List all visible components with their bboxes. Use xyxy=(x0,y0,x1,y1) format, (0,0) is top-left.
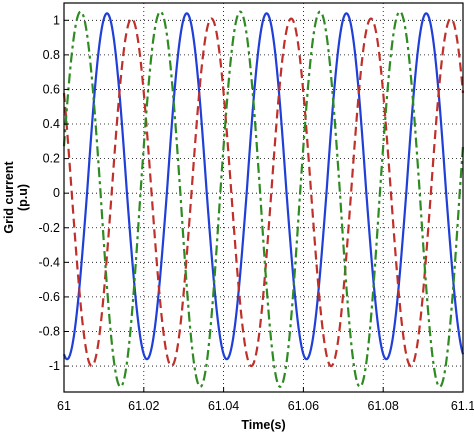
series-line-1 xyxy=(62,12,465,361)
y-tick-label: 0.4 xyxy=(43,117,60,131)
series-line-2 xyxy=(62,17,465,368)
y-tick-label: 0 xyxy=(53,186,60,200)
series-layer xyxy=(62,10,465,388)
y-tick-label: 0.2 xyxy=(43,152,60,166)
ticks: 61 61.02 61.04 61.06 61.08 61.1 -1 -0.8 -0.6 -0.4… xyxy=(38,13,474,413)
x-tick-label: 61.08 xyxy=(368,399,399,413)
y-tick-label: -0.6 xyxy=(38,290,60,304)
y-tick-label: 0.8 xyxy=(43,48,60,62)
y-tick-label: -0.2 xyxy=(38,221,60,235)
y-axis-label-group: Grid current (p.u) xyxy=(2,161,30,234)
y-tick-label: -0.4 xyxy=(38,255,60,269)
y-axis-label: Grid current xyxy=(2,161,16,234)
y-tick-label: 1 xyxy=(53,13,60,27)
x-tick-label: 61.04 xyxy=(208,399,239,413)
x-tick-label: 61.02 xyxy=(128,399,159,413)
x-axis-label: Time(s) xyxy=(241,418,285,432)
y-tick-label: -1 xyxy=(49,359,60,373)
plot-frame xyxy=(63,2,464,393)
x-tick-label: 61.1 xyxy=(451,399,474,413)
y-tick-label: -0.8 xyxy=(38,324,60,338)
series-line-3 xyxy=(62,10,465,388)
y-axis-unit: (p.u) xyxy=(16,184,30,211)
y-tick-label: 0.6 xyxy=(43,82,60,96)
x-tick-label: 61.06 xyxy=(288,399,319,413)
x-tick-label: 61 xyxy=(57,399,71,413)
